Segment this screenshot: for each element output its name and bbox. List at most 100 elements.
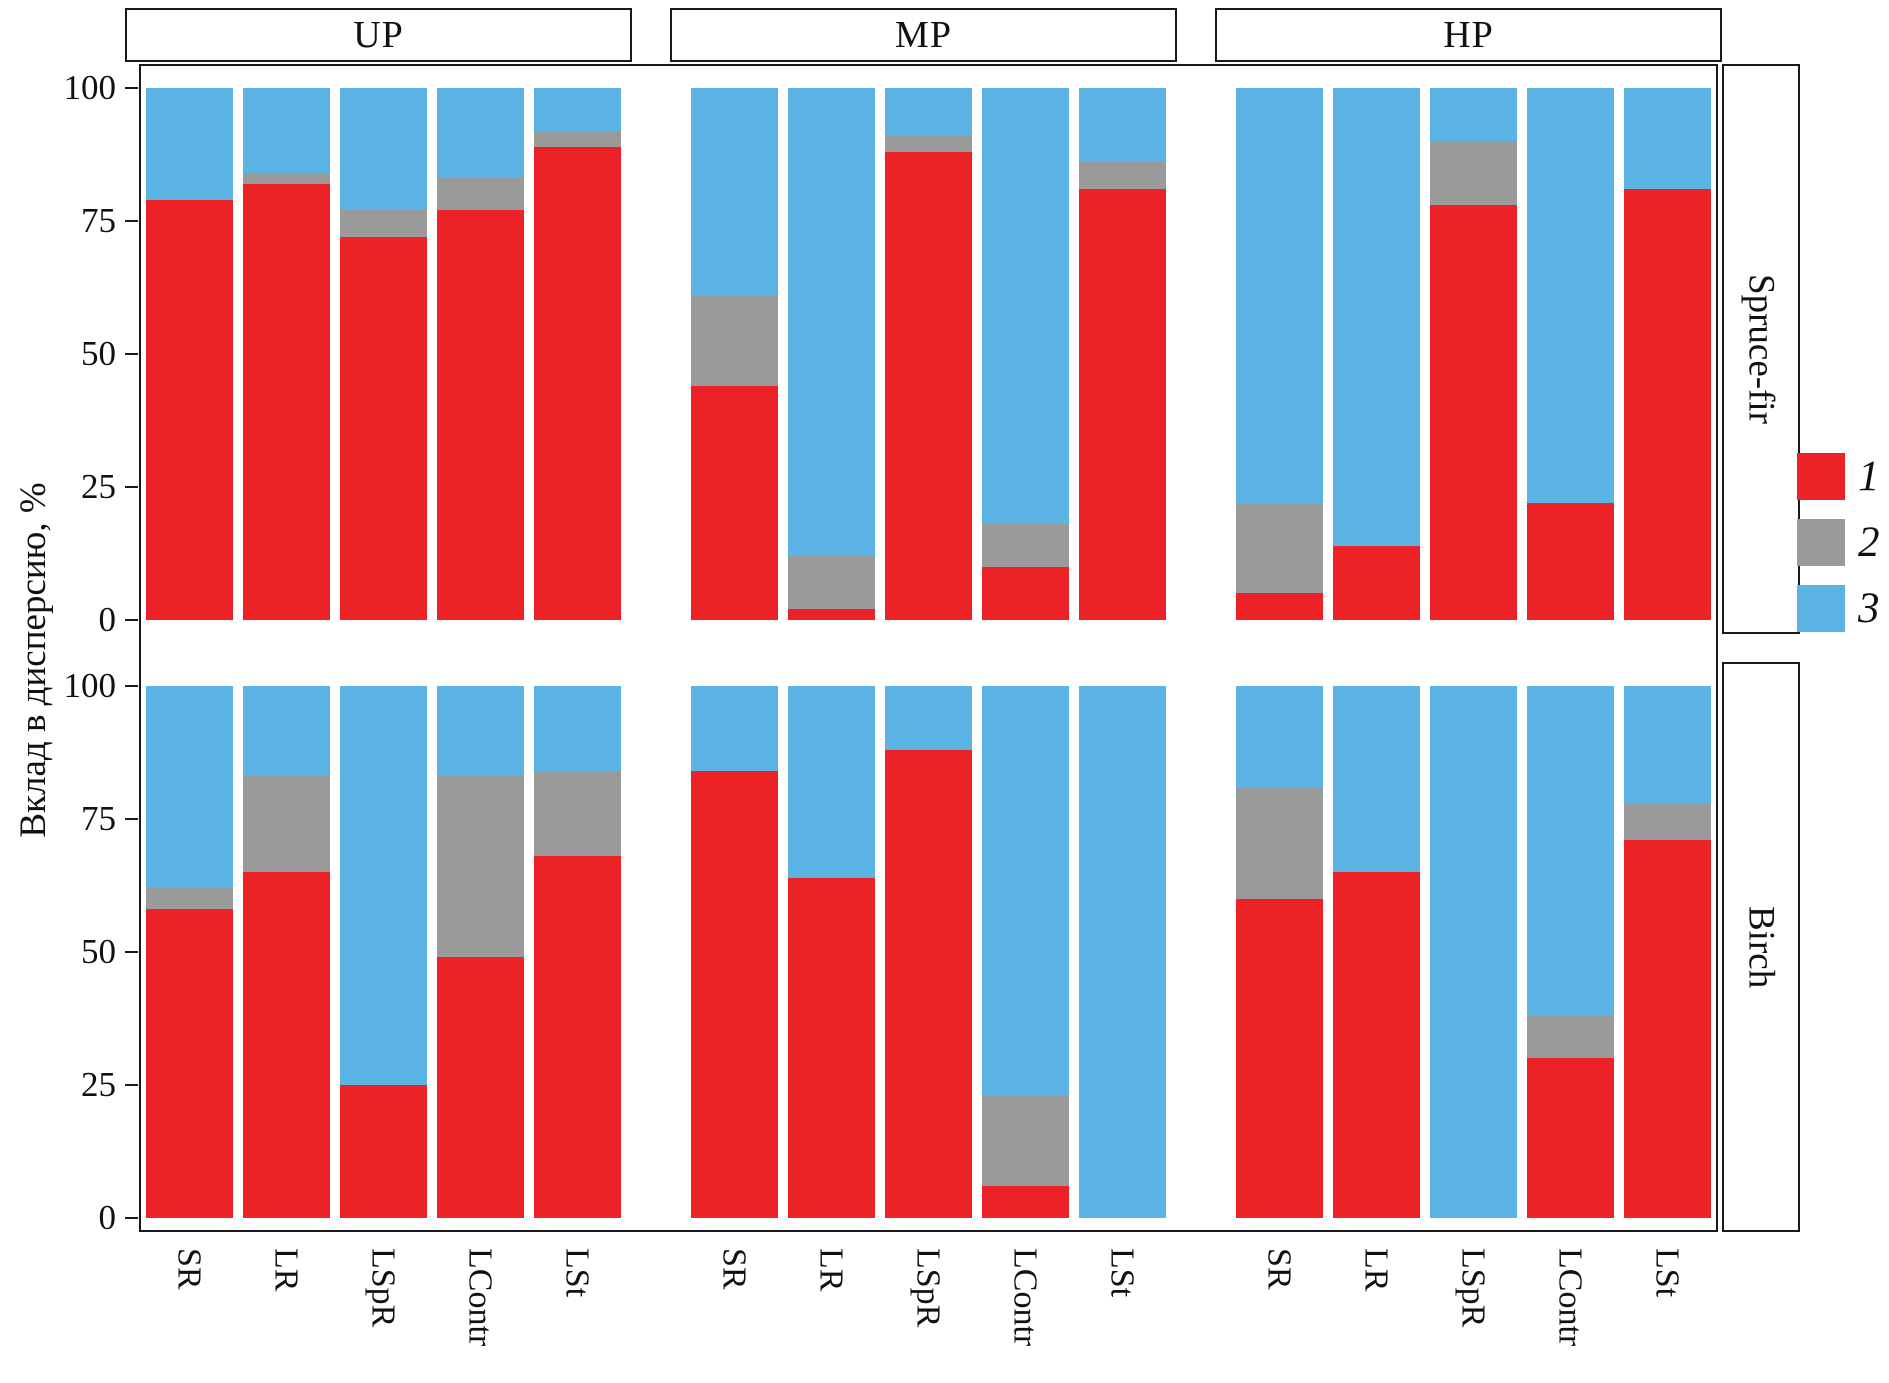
facet-strip-label: Birch: [1740, 905, 1782, 989]
bar-segment-1: [1624, 189, 1711, 620]
legend-swatch-gray: [1797, 519, 1845, 566]
bar-segment-3: [1079, 686, 1166, 1218]
bar-segment-3: [1079, 88, 1166, 163]
bar-segment-3: [788, 88, 875, 557]
bar-segment-3: [1527, 686, 1614, 1016]
bar-segment-2: [982, 1095, 1069, 1187]
legend-swatch-red: [1797, 453, 1845, 500]
bar-segment-2: [691, 295, 778, 386]
y-tick-label: 75: [81, 201, 116, 240]
bar-segment-3: [982, 686, 1069, 1096]
bar-segment-1: [1236, 593, 1323, 620]
bar-segment-3: [243, 686, 330, 777]
bar-segment-1: [982, 1186, 1069, 1218]
bar-segment-2: [534, 771, 621, 857]
bar-segment-3: [1333, 686, 1420, 873]
bar-segment-2: [1236, 787, 1323, 899]
bar-segment-2: [1624, 803, 1711, 841]
bar-segment-2: [1527, 1015, 1614, 1059]
x-axis-label: LSt: [558, 1248, 596, 1298]
facet-strip-label: Spruce-fir: [1740, 274, 1782, 424]
bar-segment-1: [1527, 502, 1614, 620]
x-axis-label: LSt: [1103, 1248, 1141, 1298]
bar-segment-2: [885, 135, 972, 152]
x-axis-label: LSpR: [909, 1248, 947, 1328]
facet-header-mp: MP: [670, 8, 1177, 62]
bar-segment-3: [1624, 686, 1711, 804]
bar-segment-1: [243, 183, 330, 620]
bar-segment-3: [1527, 88, 1614, 503]
bar-segment-1: [340, 1085, 427, 1218]
facet-header-hp: HP: [1215, 8, 1722, 62]
y-tick-mark: [125, 220, 138, 222]
bar-segment-1: [1624, 840, 1711, 1218]
x-axis-label: LSt: [1648, 1248, 1686, 1298]
bar-segment-3: [788, 686, 875, 878]
bar-segment-2: [243, 776, 330, 873]
bar-segment-1: [1079, 189, 1166, 620]
bar-segment-3: [691, 88, 778, 296]
bar-segment-1: [691, 385, 778, 620]
bar-segment-1: [340, 236, 427, 620]
y-tick-label: 0: [98, 600, 117, 639]
x-axis-label: LContr: [461, 1248, 499, 1347]
facet-strip-birch: Birch: [1722, 662, 1800, 1232]
x-axis-label: SR: [170, 1248, 208, 1290]
bar-segment-3: [1236, 686, 1323, 788]
x-axis-label: SR: [715, 1248, 753, 1290]
y-tick-label: 25: [81, 467, 116, 506]
y-tick-mark: [125, 486, 138, 488]
y-tick-mark: [125, 951, 138, 953]
bar-segment-3: [1333, 88, 1420, 546]
y-tick-mark: [125, 818, 138, 820]
bar-segment-2: [243, 173, 330, 184]
bar-segment-3: [437, 88, 524, 179]
y-tick-label: 100: [63, 68, 117, 107]
facet-header-up: UP: [125, 8, 632, 62]
x-axis-label: LContr: [1551, 1248, 1589, 1347]
bar-segment-3: [1430, 686, 1517, 1218]
bar-segment-1: [437, 957, 524, 1218]
x-axis-label: LSpR: [364, 1248, 402, 1328]
bar-segment-2: [1079, 162, 1166, 190]
x-axis-label: SR: [1260, 1248, 1298, 1290]
bar-segment-1: [982, 566, 1069, 620]
bar-segment-1: [1430, 205, 1517, 620]
x-axis-label: LR: [1357, 1248, 1395, 1292]
y-tick-mark: [125, 1217, 138, 1219]
bar-segment-1: [788, 609, 875, 620]
bar-segment-1: [1527, 1058, 1614, 1218]
bar-segment-2: [340, 210, 427, 237]
y-tick-mark: [125, 87, 138, 89]
bar-segment-2: [146, 888, 233, 910]
legend-item-3: 3: [1797, 584, 1880, 633]
bar-segment-2: [437, 776, 524, 958]
bar-segment-1: [788, 877, 875, 1218]
x-axis-label: LSpR: [1454, 1248, 1492, 1328]
bar-segment-1: [691, 771, 778, 1218]
x-axis-label: LContr: [1006, 1248, 1044, 1347]
bar-segment-2: [1430, 141, 1517, 206]
bar-segment-3: [340, 88, 427, 211]
bar-segment-2: [1236, 502, 1323, 594]
bar-segment-1: [885, 151, 972, 620]
bar-segment-3: [885, 686, 972, 750]
y-tick-label: 75: [81, 799, 116, 838]
y-tick-mark: [125, 353, 138, 355]
bar-segment-3: [1236, 88, 1323, 503]
bar-segment-3: [146, 88, 233, 200]
bar-segment-1: [437, 210, 524, 620]
x-axis-label: LR: [812, 1248, 850, 1292]
bar-segment-3: [534, 686, 621, 772]
bar-segment-3: [243, 88, 330, 174]
y-tick-mark: [125, 619, 138, 621]
y-tick-mark: [125, 1084, 138, 1086]
bar-segment-2: [534, 130, 621, 147]
y-tick-label: 50: [81, 932, 116, 971]
legend-swatch-blue: [1797, 585, 1845, 632]
bar-segment-1: [885, 749, 972, 1218]
y-tick-mark: [125, 685, 138, 687]
bar-segment-1: [534, 146, 621, 620]
bar-segment-1: [146, 909, 233, 1218]
